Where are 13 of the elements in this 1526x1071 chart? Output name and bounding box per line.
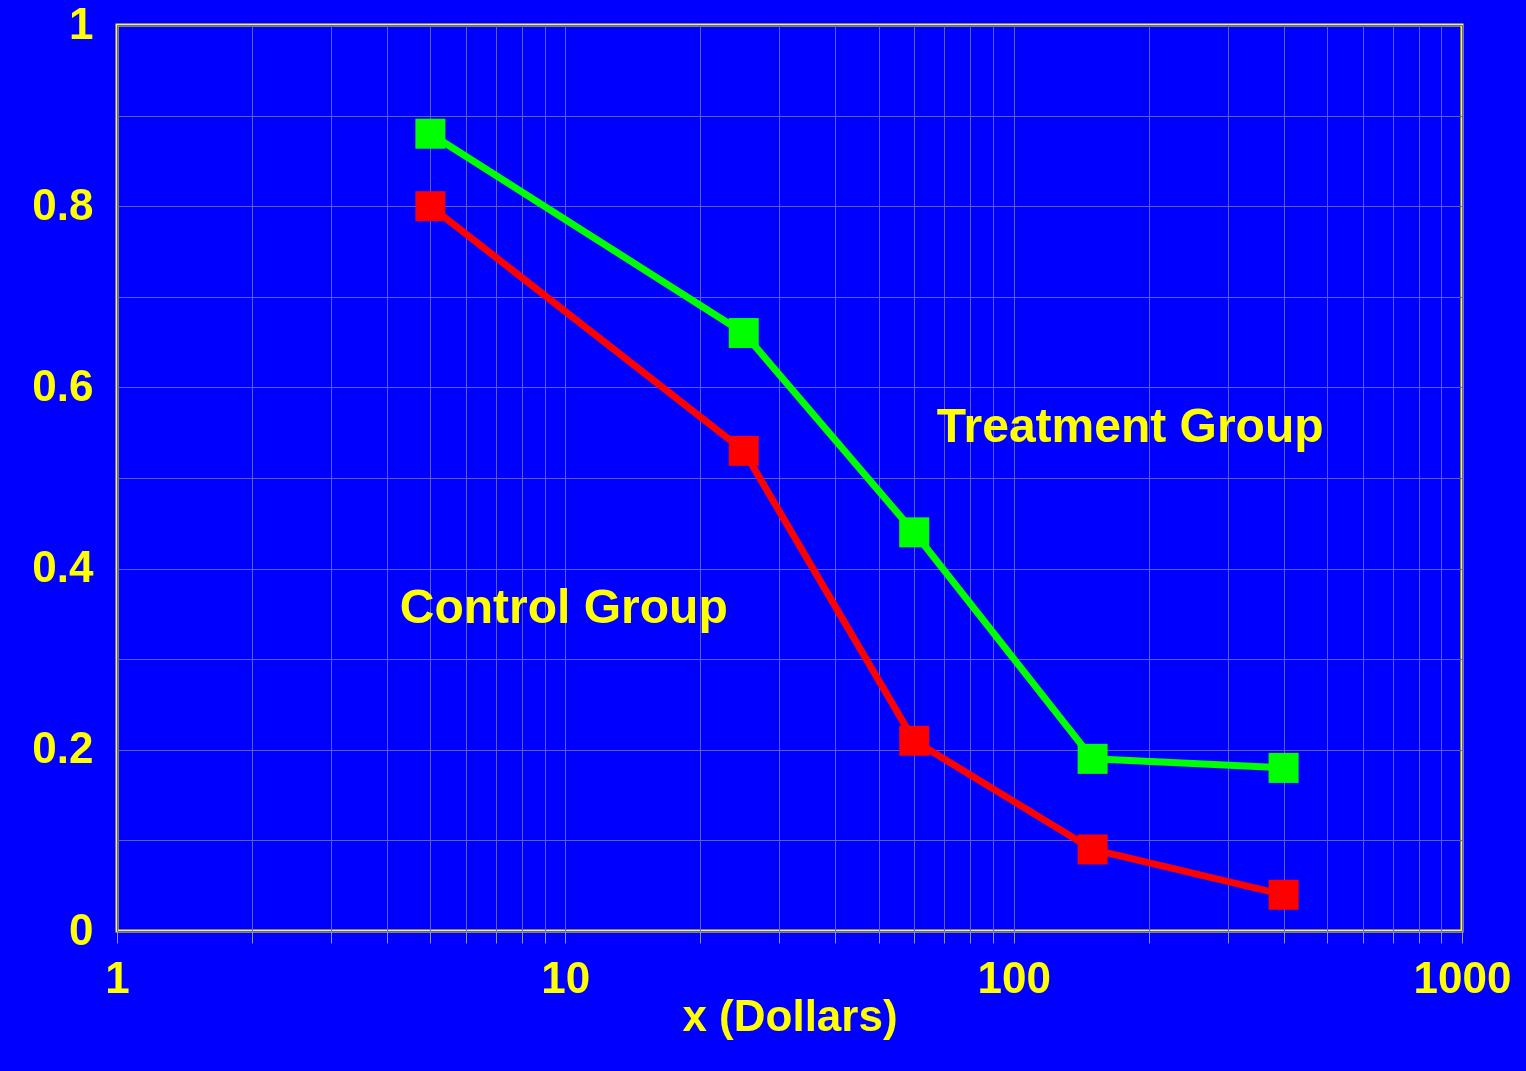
x-tick-label: 10 (541, 952, 591, 1002)
x-tick-label: 1000 (1413, 952, 1512, 1002)
y-tick-label: 0.2 (32, 723, 94, 773)
x-axis-title: x (Dollars) (682, 990, 898, 1040)
y-tick-label: 0.4 (32, 542, 95, 592)
y-tick-label: 0.6 (32, 360, 94, 410)
series-label: Treatment Group (936, 399, 1324, 453)
x-tick-label: 1 (105, 952, 130, 1002)
y-tick-label: 0 (69, 904, 94, 954)
y-tick-label: 1 (69, 0, 94, 48)
y-tick-label: 0.8 (32, 179, 94, 229)
x-tick-label: 100 (977, 952, 1051, 1002)
series-label: Control Group (399, 579, 728, 633)
